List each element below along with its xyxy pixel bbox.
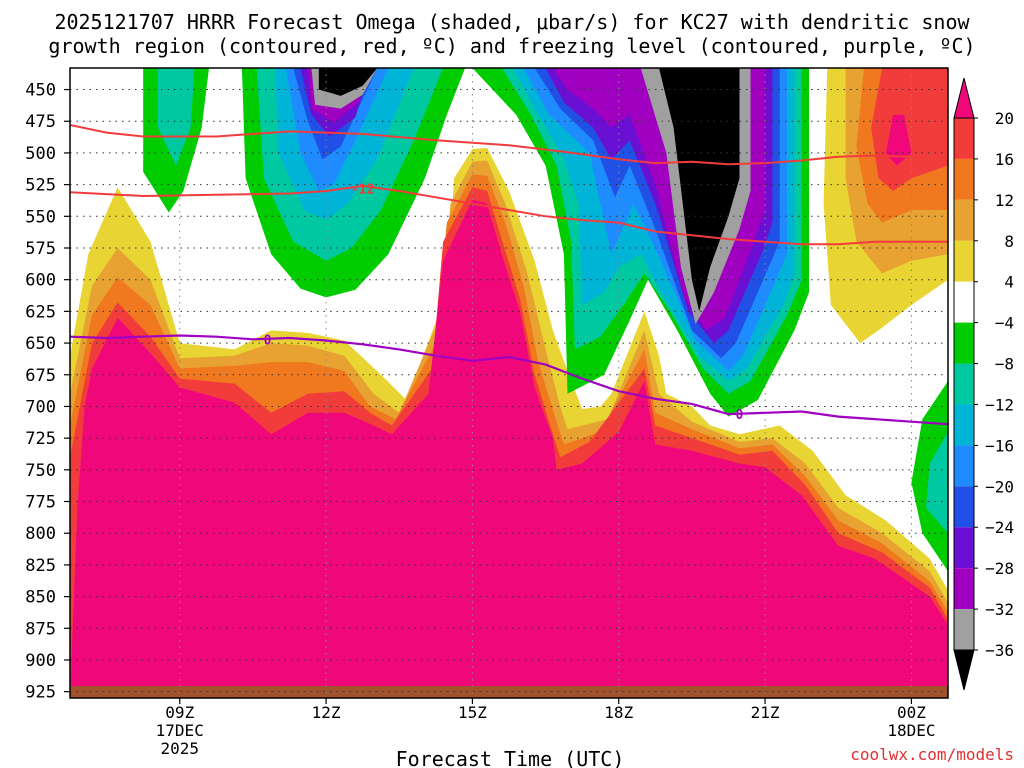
svg-text:0: 0 xyxy=(736,408,744,423)
colorbar-label-20: 20 xyxy=(995,109,1014,128)
y-tick-label-800: 800 xyxy=(25,524,56,544)
contour-lines: -12 0 0 xyxy=(69,124,949,426)
plot-area: -12 0 0 xyxy=(69,67,949,699)
colorbar-band-4 xyxy=(954,281,974,323)
y-tick-label-900: 900 xyxy=(25,651,56,671)
dgz-upper-contour xyxy=(69,124,948,166)
freezing-level-contour xyxy=(69,334,949,426)
x-tick-label-12Z: 12Z xyxy=(312,703,341,722)
y-tick-label-450: 450 xyxy=(25,81,56,101)
colorbar-label-4: 4 xyxy=(1004,273,1014,292)
surface-ground-strip xyxy=(70,686,948,698)
y-tick-label-575: 575 xyxy=(25,239,56,259)
upper-right-red xyxy=(871,68,948,191)
dgz-lower-contour xyxy=(69,184,948,246)
credit-text: coolwx.com/models xyxy=(850,745,1014,764)
y-axis: 450 475 500 525 550 575 600 625 650 675 700 725 750 7… xyxy=(25,81,70,703)
colorbar-band-9 xyxy=(954,486,974,528)
y-tick-label-550: 550 xyxy=(25,207,56,227)
colorbar-label--24: −24 xyxy=(985,518,1014,537)
colorbar-band-10 xyxy=(954,527,974,569)
contour-label-1: 0 xyxy=(264,333,272,348)
colorbar-label--16: −16 xyxy=(985,436,1014,455)
colorbar-label-16: 16 xyxy=(995,150,1014,169)
y-tick-label-825: 825 xyxy=(25,556,56,576)
colorbar-band-11 xyxy=(954,568,974,610)
x-tick-date-00Z: 18DEC xyxy=(887,721,935,740)
sinking-black-right xyxy=(659,68,740,312)
x-tick-label-09Z: 09Z xyxy=(165,703,194,722)
colorbar-band-1 xyxy=(954,158,974,200)
x-tick-date-09Z: 17DEC xyxy=(156,721,204,740)
colorbar-label--36: −36 xyxy=(985,641,1014,660)
contour-label-0: -12 xyxy=(351,182,374,197)
contour-label-2: 0 xyxy=(736,408,744,423)
colorbar-label--20: −20 xyxy=(985,477,1014,496)
colorbar-label--4: −4 xyxy=(995,314,1014,333)
colorbar-label--32: −32 xyxy=(985,600,1014,619)
chart-title-line1: 2025121707 HRRR Forecast Omega (shaded, … xyxy=(54,10,970,34)
y-tick-label-475: 475 xyxy=(25,112,56,132)
grid-lines xyxy=(70,68,948,698)
x-tick-label-15Z: 15Z xyxy=(458,703,487,722)
x-axis-title: Forecast Time (UTC) xyxy=(396,747,625,768)
svg-text:0: 0 xyxy=(264,333,272,348)
x-tick-label-00Z: 00Z xyxy=(897,703,926,722)
colorbar-band-7 xyxy=(954,404,974,446)
upper-right-magenta xyxy=(885,114,912,166)
colorbar-band-2 xyxy=(954,199,974,241)
colorbar-label--28: −28 xyxy=(985,559,1014,578)
colorbar-label--12: −12 xyxy=(985,395,1014,414)
y-tick-label-625: 625 xyxy=(25,302,56,322)
y-tick-label-750: 750 xyxy=(25,461,56,481)
y-tick-label-525: 525 xyxy=(25,176,56,196)
colorbar-label-8: 8 xyxy=(1004,232,1014,251)
y-tick-label-600: 600 xyxy=(25,271,56,291)
y-tick-label-650: 650 xyxy=(25,334,56,354)
sinking-black-center xyxy=(318,68,378,96)
colorbar-band-8 xyxy=(954,445,974,487)
colorbar: 20 16 12 8 4 −4 −8 −12 −16 −20 −24 −28 −32 −36 xyxy=(953,77,1014,691)
y-tick-label-850: 850 xyxy=(25,588,56,608)
y-tick-label-775: 775 xyxy=(25,493,56,513)
y-tick-label-675: 675 xyxy=(25,366,56,386)
colorbar-band-0 xyxy=(954,118,974,159)
y-tick-label-875: 875 xyxy=(25,619,56,639)
y-tick-label-925: 925 xyxy=(25,683,56,703)
colorbar-top-arrow xyxy=(953,77,975,119)
colorbar-band-12 xyxy=(954,609,974,650)
y-tick-label-700: 700 xyxy=(25,397,56,417)
colorbar-band-3 xyxy=(954,240,974,282)
colorbar-label--8: −8 xyxy=(995,355,1014,374)
sinking-teal-left xyxy=(157,68,195,166)
y-tick-label-725: 725 xyxy=(25,429,56,449)
chart-title-line2: growth region (contoured, red, ºC) and f… xyxy=(48,34,975,58)
plot-frame xyxy=(69,67,949,699)
colorbar-label-12: 12 xyxy=(995,191,1014,210)
svg-text:-12: -12 xyxy=(351,182,374,197)
lower-right-teal xyxy=(926,431,948,534)
colorbar-bottom-arrow xyxy=(953,649,975,691)
x-tick-year-09Z: 2025 xyxy=(160,739,199,758)
colorbar-band-5 xyxy=(954,322,974,364)
x-tick-label-18Z: 18Z xyxy=(604,703,633,722)
y-tick-label-500: 500 xyxy=(25,144,56,164)
colorbar-band-6 xyxy=(954,363,974,405)
strong-lift-magenta xyxy=(70,199,948,699)
omega-fills xyxy=(70,68,948,699)
x-tick-label-21Z: 21Z xyxy=(751,703,780,722)
